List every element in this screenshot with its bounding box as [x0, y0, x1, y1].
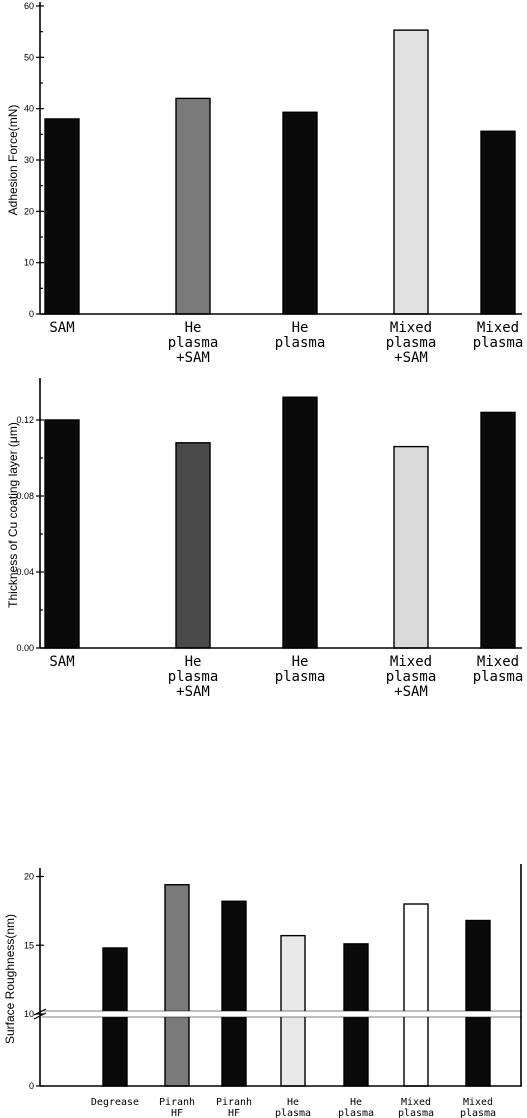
x-tick-label-line: plasma: [338, 1108, 374, 1118]
y-tick-label: 10: [24, 1009, 34, 1019]
bar-1: [44, 419, 80, 649]
bar-3: [282, 111, 318, 315]
x-tick-label-line: plasma: [275, 669, 326, 685]
x-tick-label-line: plasma: [275, 1108, 311, 1118]
y-tick-label: 20: [24, 872, 34, 882]
y-tick-label: 0.00: [16, 643, 34, 653]
x-tick-label-1: Degrease: [91, 1097, 139, 1108]
x-tick-label-6: Mixed plasma: [398, 1097, 434, 1118]
x-tick-label-line: He: [292, 654, 309, 670]
x-tick-label-5: Mixed plasma: [473, 654, 524, 685]
x-tick-label-line: He: [350, 1097, 362, 1108]
x-tick-label-line: plasma: [460, 1108, 496, 1118]
bar-4: [393, 445, 429, 649]
bar-1: [44, 118, 80, 315]
y-axis-title: Thickness of Cu coating layer (μm): [6, 422, 20, 608]
y-tick-label: 15: [24, 940, 34, 950]
bar-5: [480, 411, 516, 649]
bar-2: [164, 884, 190, 1087]
x-tick-label-line: Degrease: [91, 1097, 139, 1108]
x-tick-label-line: HF: [171, 1108, 183, 1118]
x-tick-label-3: Piranh HF: [216, 1097, 252, 1118]
x-tick-label-3: He plasma: [275, 320, 326, 351]
bar-4: [393, 29, 429, 315]
x-tick-label-line: Mixed: [463, 1097, 493, 1108]
x-tick-label-2: He plasma +SAM: [168, 654, 219, 700]
bar-2: [175, 97, 211, 315]
x-tick-label-line: +SAM: [176, 350, 210, 366]
x-tick-label-4: He plasma: [275, 1097, 311, 1118]
y-axis-title: Surface Roughness(nm): [3, 914, 17, 1044]
x-tick-label-line: Mixed: [390, 320, 432, 336]
x-tick-label-line: plasma: [386, 335, 437, 351]
bar-5: [480, 130, 516, 315]
x-tick-label-5: Mixed plasma: [473, 320, 524, 351]
y-tick-label: 0: [29, 1081, 34, 1091]
x-tick-label-1: SAM: [49, 654, 74, 670]
x-tick-label-5: He plasma: [338, 1097, 374, 1118]
x-tick-label-line: He: [185, 320, 202, 336]
y-axis-title: Adhesion Force(mN): [6, 105, 20, 216]
bar-3: [221, 900, 247, 1087]
y-tick-label: 60: [24, 1, 34, 11]
y-tick-label: 0.08: [16, 491, 34, 501]
x-tick-label-line: Piranh: [159, 1097, 195, 1108]
bar-3: [282, 396, 318, 649]
x-tick-label-line: plasma: [386, 669, 437, 685]
axis-break-gap: [42, 1011, 524, 1017]
x-tick-label-line: He: [292, 320, 309, 336]
x-tick-label-line: plasma: [168, 335, 219, 351]
x-tick-label-2: He plasma +SAM: [168, 320, 219, 366]
x-tick-label-7: Mixed plasma: [460, 1097, 496, 1118]
y-tick-label: 0.12: [16, 415, 34, 425]
x-tick-label-line: Mixed: [401, 1097, 431, 1108]
bar-2: [175, 442, 211, 649]
y-tick-label: 20: [24, 206, 34, 216]
y-tick-label: 0.04: [16, 567, 34, 577]
x-tick-label-line: plasma: [275, 335, 326, 351]
x-tick-label-3: He plasma: [275, 654, 326, 685]
x-tick-label-4: Mixed plasma +SAM: [386, 320, 437, 366]
x-tick-label-line: Mixed: [390, 654, 432, 670]
x-tick-label-line: He: [287, 1097, 299, 1108]
x-tick-label-line: +SAM: [394, 684, 428, 700]
y-tick-label: 0: [29, 309, 34, 319]
x-tick-label-line: +SAM: [176, 684, 210, 700]
x-tick-label-line: He: [185, 654, 202, 670]
x-tick-label-line: Mixed: [477, 654, 519, 670]
x-tick-label-4: Mixed plasma +SAM: [386, 654, 437, 700]
bar-6: [403, 903, 429, 1087]
x-tick-label-line: SAM: [49, 320, 74, 336]
x-tick-label-line: plasma: [473, 335, 524, 351]
x-tick-label-line: plasma: [168, 669, 219, 685]
x-tick-label-line: +SAM: [394, 350, 428, 366]
y-tick-label: 30: [24, 155, 34, 165]
y-tick-label: 10: [24, 258, 34, 268]
x-tick-label-1: SAM: [49, 320, 74, 336]
x-tick-label-line: HF: [228, 1108, 240, 1118]
bar-7: [465, 919, 491, 1087]
x-tick-label-line: SAM: [49, 654, 74, 670]
x-tick-label-line: plasma: [473, 669, 524, 685]
x-tick-label-line: plasma: [398, 1108, 434, 1118]
y-tick-label: 50: [24, 52, 34, 62]
x-tick-label-2: Piranh HF: [159, 1097, 195, 1118]
x-tick-label-line: Piranh: [216, 1097, 252, 1108]
y-tick-label: 40: [24, 104, 34, 114]
x-tick-label-line: Mixed: [477, 320, 519, 336]
